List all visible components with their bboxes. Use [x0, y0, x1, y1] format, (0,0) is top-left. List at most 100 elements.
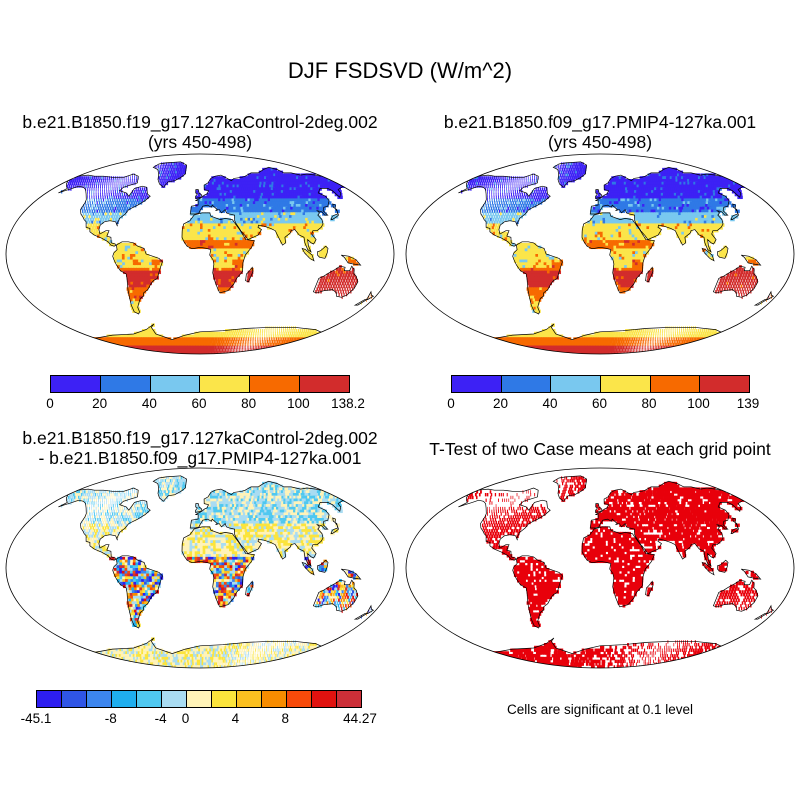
grid-cell [139, 290, 144, 294]
grid-cell [281, 198, 286, 202]
grid-cell [251, 215, 256, 219]
grid-cell [238, 342, 240, 347]
grid-cell [609, 181, 613, 186]
grid-cell [216, 248, 220, 252]
grid-cell [275, 212, 280, 216]
grid-cell [113, 251, 118, 255]
grid-cell [97, 206, 100, 211]
grid-cell [186, 229, 191, 233]
grid-cell [92, 223, 95, 227]
grid-cell [478, 179, 481, 183]
grid-cell [113, 254, 118, 258]
grid-cell [108, 179, 110, 183]
grid-cell [189, 242, 193, 247]
grid-cell [259, 215, 264, 219]
grid-cell [106, 190, 108, 194]
grid-cell [93, 348, 100, 352]
grid-cell [197, 192, 201, 197]
grid-cell [622, 217, 626, 222]
grid-cell [244, 179, 249, 183]
grid-cell [506, 190, 508, 194]
grid-cell [542, 195, 545, 200]
grid-cell [287, 351, 290, 354]
grid-cell [99, 176, 101, 180]
grid-cell [220, 187, 224, 191]
grid-cell [506, 187, 508, 191]
grid-cell [251, 181, 256, 186]
grid-cell [208, 195, 212, 200]
grid-cell [629, 198, 633, 202]
grid-cell [484, 179, 487, 183]
grid-cell [136, 190, 138, 194]
grid-cell [614, 187, 618, 191]
grid-cell [214, 337, 217, 341]
grid-cell [251, 226, 256, 230]
grid-cell [220, 231, 225, 236]
grid-cell [71, 181, 74, 186]
grid-cell [205, 237, 209, 241]
grid-cell [232, 254, 236, 258]
grid-cell [564, 165, 567, 169]
grid-cell [228, 284, 231, 288]
grid-cell [491, 176, 494, 180]
grid-cell [665, 212, 670, 216]
grid-cell [528, 201, 531, 205]
grid-cell [288, 198, 293, 202]
grid-cell [92, 217, 95, 222]
grid-cell [604, 187, 607, 191]
grid-cell [229, 273, 233, 277]
grid-cell [631, 212, 636, 216]
grid-cell [176, 342, 180, 347]
grid-cell [130, 265, 134, 269]
grid-cell [352, 281, 355, 286]
grid-cell [91, 340, 97, 344]
grid-cell [673, 195, 678, 200]
grid-cell [512, 176, 514, 180]
grid-cell [239, 204, 244, 208]
grid-cell [312, 212, 317, 216]
grid-cell [216, 245, 220, 250]
grid-cell [278, 340, 281, 344]
grid-cell [299, 348, 303, 352]
grid-cell [168, 165, 170, 169]
grid-cell [656, 212, 660, 216]
grid-cell [509, 176, 511, 180]
map-outline [5, 153, 395, 355]
grid-cell [651, 204, 656, 208]
grid-cell [88, 348, 96, 352]
grid-cell [120, 209, 123, 213]
grid-cell [239, 215, 244, 219]
grid-cell [242, 206, 247, 211]
grid-cell [666, 201, 671, 205]
grid-cell [278, 201, 283, 205]
grid-cell [181, 226, 185, 230]
grid-cell [237, 251, 242, 255]
grid-cell [562, 181, 564, 186]
grid-cell [101, 201, 103, 205]
grid-cell [508, 181, 510, 186]
grid-cell [291, 201, 297, 205]
grid-cell [282, 217, 287, 222]
grid-cell [494, 179, 497, 183]
grid-cell [215, 192, 219, 197]
grid-cell [250, 201, 255, 205]
grid-cell [112, 348, 118, 352]
grid-cell [221, 351, 223, 354]
grid-cell [241, 340, 243, 344]
grid-cell [260, 345, 263, 350]
grid-cell [595, 206, 599, 211]
grid-cell [332, 284, 335, 288]
grid-cell [272, 348, 275, 352]
grid-cell [174, 342, 178, 347]
grid-cell [229, 329, 231, 333]
grid-cell [246, 179, 251, 183]
grid-cell [528, 206, 531, 211]
grid-cell [152, 273, 157, 277]
grid-cell [221, 240, 225, 244]
grid-cell [489, 184, 491, 188]
grid-cell [117, 201, 119, 205]
grid-cell [519, 201, 522, 205]
grid-cell [216, 342, 219, 347]
grid-cell [251, 342, 253, 347]
grid-cell [563, 167, 565, 172]
